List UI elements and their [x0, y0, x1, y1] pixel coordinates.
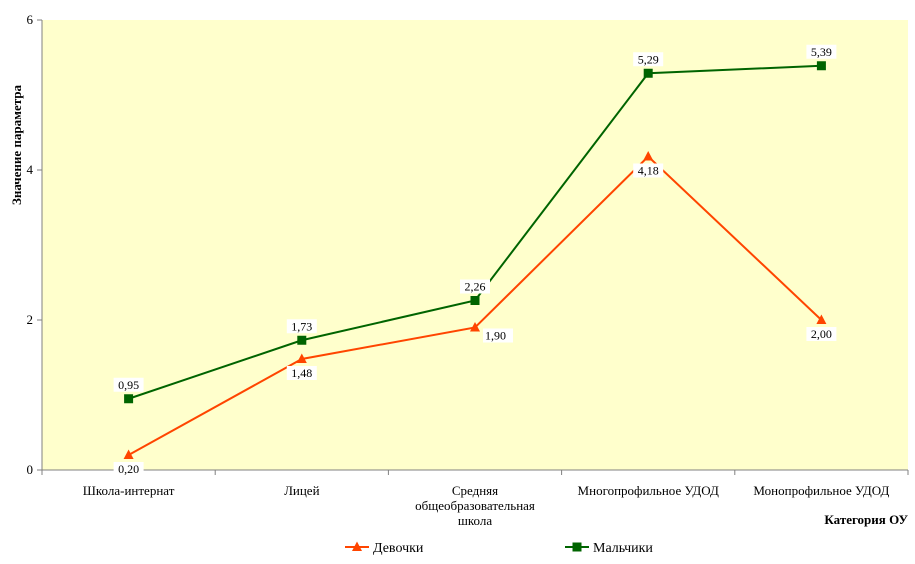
data-label-bg — [633, 52, 664, 67]
data-point-marker — [816, 61, 826, 71]
y-tick-label: 0 — [27, 462, 34, 477]
x-axis-ticks: Школа-интернат Лицей Средняя общеобразовате… — [41, 470, 909, 528]
series-layer — [123, 61, 827, 459]
data-label-bg — [460, 279, 490, 294]
x-tick-label: Многопрофильное УДОД — [578, 483, 719, 498]
y-tick-label: 6 — [27, 12, 34, 27]
legend-label: Мальчики — [593, 541, 653, 556]
y-axis-ticks: 0 2 4 6 — [27, 12, 42, 477]
x-tick-label: Школа-интернат — [83, 483, 175, 498]
data-label: 1,90 — [485, 329, 506, 343]
data-label-bg — [113, 462, 144, 476]
data-label-bg — [113, 377, 144, 392]
x-axis-title: Категория ОУ — [824, 512, 908, 527]
data-point-marker — [643, 68, 653, 78]
legend-marker — [352, 541, 362, 551]
data-label-bg — [483, 328, 513, 343]
data-label-bg — [806, 44, 837, 59]
data-label: 1,73 — [291, 319, 312, 333]
y-axis-title: Значение параметра — [9, 84, 24, 205]
data-label: 2,26 — [465, 280, 486, 294]
data-label-bg — [286, 366, 317, 380]
plot-area — [42, 20, 908, 470]
data-point-marker — [470, 322, 480, 332]
y-tick-label: 2 — [27, 312, 34, 327]
data-label-bg — [633, 163, 664, 178]
x-tick-label: Монопрофильное УДОД — [753, 483, 889, 498]
data-label: 4,18 — [638, 164, 659, 178]
x-tick-label: Лицей — [284, 483, 320, 498]
data-label: 0,20 — [118, 462, 139, 476]
data-label-bg — [286, 319, 317, 334]
data-labels: 0,20 1,48 1,90 4,18 2,00 0,95 1,73 2,26 5,29 5,39 — [113, 44, 837, 476]
data-label: 1,48 — [291, 366, 312, 380]
legend-marker — [572, 542, 582, 552]
data-label: 0,95 — [118, 378, 139, 392]
data-label: 2,00 — [811, 327, 832, 341]
data-point-marker — [470, 296, 480, 305]
data-label: 5,29 — [638, 52, 659, 66]
data-point-marker — [296, 353, 307, 363]
data-point-marker — [297, 335, 307, 345]
data-point-marker — [643, 151, 654, 161]
axes — [41, 20, 908, 471]
data-point-marker — [124, 394, 134, 404]
data-label-bg — [806, 327, 837, 341]
data-point-marker — [816, 314, 827, 324]
y-tick-label: 4 — [27, 162, 34, 177]
x-tick-label: Средняя общеобразовательная школа — [415, 483, 535, 528]
legend-label: Девочки — [373, 541, 424, 556]
data-point-marker — [123, 449, 134, 459]
data-label: 5,39 — [811, 45, 832, 59]
legend: Девочки Мальчики — [345, 541, 653, 556]
